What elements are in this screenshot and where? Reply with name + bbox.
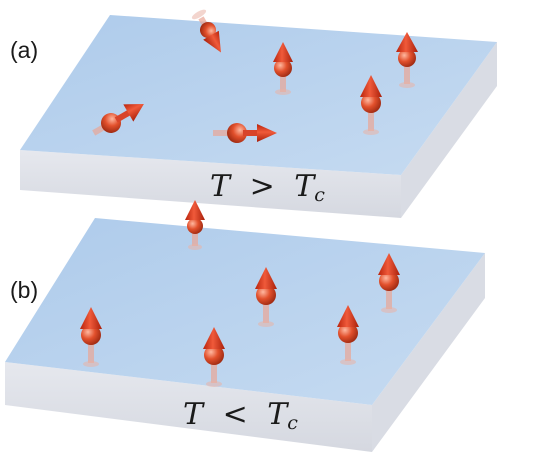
panel-label-a: (a)	[10, 37, 38, 63]
spins-b	[80, 200, 400, 387]
spin-arrow	[360, 75, 382, 135]
temp-op-a: >	[250, 169, 275, 204]
spin-arrow	[80, 307, 102, 367]
temp-critical-b: T	[267, 397, 289, 432]
slab-a	[20, 15, 497, 218]
spin-arrow	[191, 9, 221, 53]
temp-condition-b: T < Tc	[183, 397, 298, 434]
spin-arrow	[337, 305, 359, 365]
slab-b-front	[5, 362, 372, 452]
slab-b-right	[372, 253, 485, 452]
temp-var-a: T	[210, 169, 232, 204]
slab-a-top	[20, 15, 497, 175]
slab-a-right	[401, 42, 497, 218]
spins-a	[92, 9, 418, 143]
spin-arrow	[203, 327, 225, 387]
temp-op-b: <	[223, 397, 248, 432]
spin-arrow	[273, 42, 293, 95]
slab-b-top	[5, 218, 485, 405]
temp-critical-a: T	[294, 169, 316, 204]
spin-arrow	[396, 32, 418, 88]
temp-var-b: T	[183, 397, 205, 432]
spin-arrow	[185, 200, 205, 250]
slab-a-front	[20, 150, 401, 218]
slab-b	[5, 218, 485, 452]
spin-arrow	[255, 267, 277, 327]
spin-arrow	[378, 253, 400, 313]
spin-arrow	[92, 104, 144, 136]
temp-sub-b: c	[287, 412, 298, 434]
temp-condition-a: T > Tc	[210, 169, 325, 206]
panel-label-b: (b)	[10, 277, 38, 303]
spin-arrow	[213, 123, 277, 143]
temp-sub-a: c	[314, 184, 325, 206]
